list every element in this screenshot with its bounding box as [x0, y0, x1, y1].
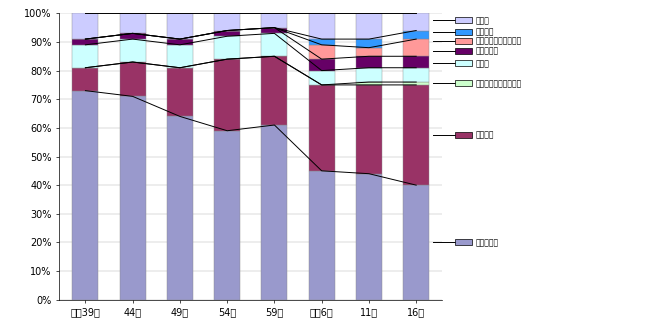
Bar [403, 68, 429, 82]
Bar [309, 71, 335, 85]
Text: ディスカウントストア: ディスカウントストア [475, 36, 521, 45]
Bar [73, 91, 98, 300]
Bar [261, 28, 287, 33]
Bar [403, 31, 429, 39]
Bar [403, 185, 429, 300]
Bar [214, 31, 240, 36]
Bar [403, 13, 429, 31]
Text: 一般小売店: 一般小売店 [475, 238, 498, 247]
Bar [167, 39, 193, 45]
Bar [119, 62, 146, 96]
Bar [403, 39, 429, 56]
Bar [261, 56, 287, 125]
Bar [214, 13, 240, 31]
Bar [356, 56, 382, 68]
Bar [403, 82, 429, 85]
Bar [119, 13, 146, 33]
Bar [214, 131, 240, 300]
Text: 百貨店: 百貨店 [475, 59, 489, 68]
Bar [261, 33, 287, 56]
Bar [309, 59, 335, 71]
Bar [356, 48, 382, 56]
Bar [167, 13, 193, 39]
Bar [119, 39, 146, 62]
Text: 通信販売: 通信販売 [475, 27, 494, 36]
Bar [261, 125, 287, 300]
Bar [309, 13, 335, 39]
Text: 生協・購買: 生協・購買 [475, 46, 498, 55]
Bar [356, 85, 382, 174]
Bar [167, 45, 193, 68]
Text: スーパー: スーパー [475, 131, 494, 140]
Bar [73, 45, 98, 68]
Text: コンビニエンスストア: コンビニエンスストア [475, 79, 521, 88]
Bar [356, 68, 382, 82]
Bar [167, 117, 193, 300]
Bar [214, 59, 240, 131]
Bar [309, 39, 335, 45]
Bar [73, 68, 98, 91]
Bar [167, 68, 193, 117]
Bar [309, 45, 335, 59]
Bar [261, 13, 287, 28]
Bar [214, 36, 240, 59]
Bar [403, 56, 429, 68]
Bar [73, 39, 98, 45]
Bar [309, 171, 335, 300]
Bar [403, 85, 429, 185]
Bar [356, 82, 382, 85]
Bar [356, 174, 382, 300]
Bar [119, 33, 146, 39]
Bar [356, 39, 382, 48]
Bar [119, 96, 146, 300]
Bar [356, 13, 382, 39]
Bar [73, 13, 98, 39]
Bar [309, 85, 335, 171]
Text: その他: その他 [475, 16, 489, 25]
